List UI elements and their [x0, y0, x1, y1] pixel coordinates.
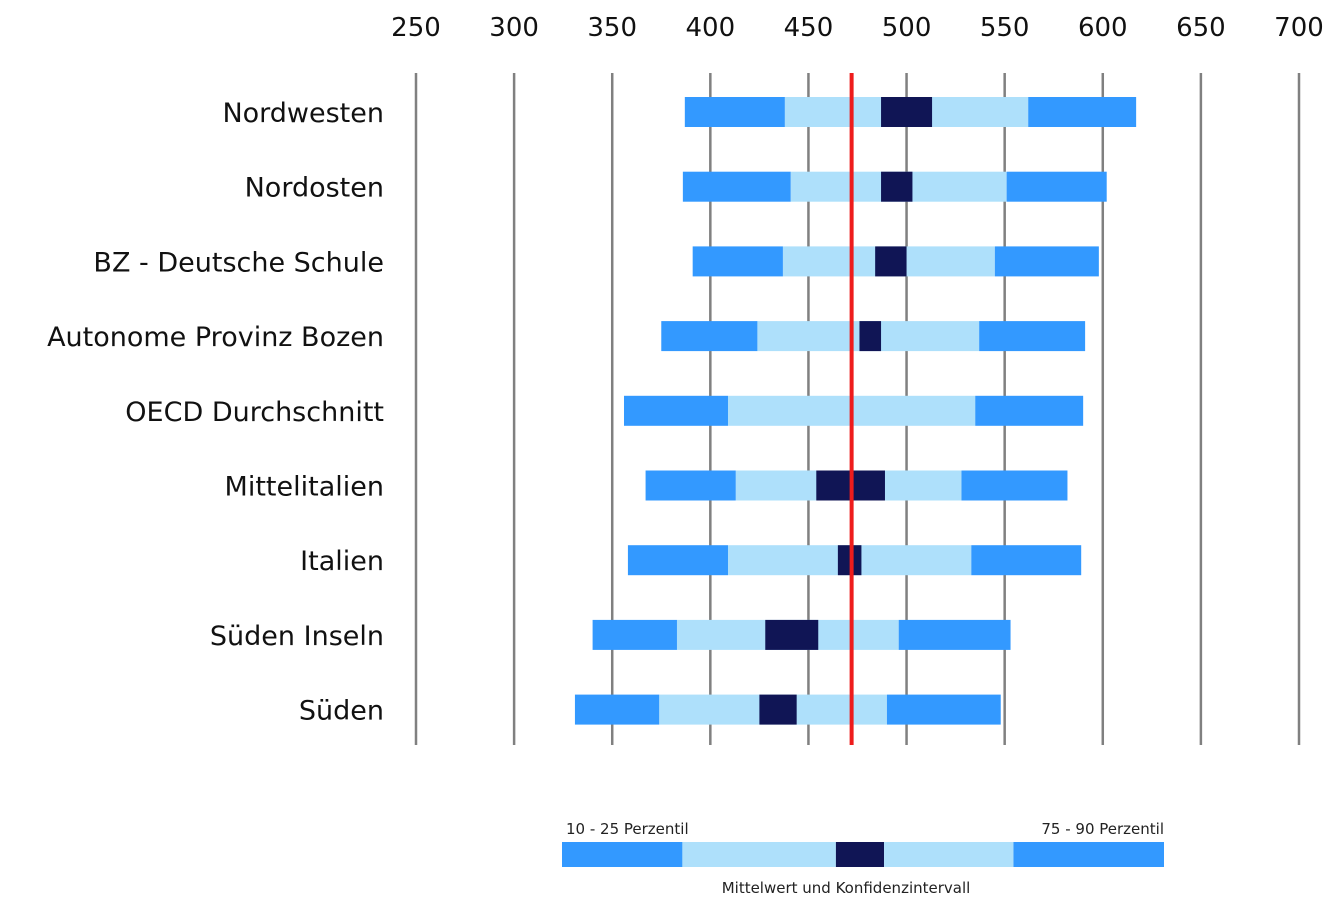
bar-segment-p75-p90 — [961, 470, 1068, 501]
legend-swatch-outer — [562, 842, 683, 867]
bar-segment-p75-p90 — [979, 321, 1086, 352]
bar-segment-p10-p25 — [627, 545, 728, 576]
percentile-bar-row — [645, 470, 1068, 501]
x-tick-label: 550 — [980, 13, 1030, 43]
bar-segment-p75-p90 — [1028, 97, 1137, 127]
percentile-bar-row — [574, 694, 1001, 725]
legend-bar — [562, 842, 1164, 867]
bar-segment-p75-p90 — [994, 246, 1099, 277]
percentile-bar-row — [692, 246, 1099, 277]
bar-segment-confidence-interval — [881, 97, 933, 127]
category-label: Süden Inseln — [210, 621, 384, 652]
x-tick-label: 300 — [489, 13, 539, 43]
legend-label-75-90: 75 - 90 Perzentil — [1041, 820, 1164, 838]
x-tick-label: 350 — [587, 13, 637, 43]
category-labels: Nordwesten Nordosten BZ - Deutsche Schule A… — [47, 98, 384, 727]
bar-segment-p75-p90 — [971, 545, 1082, 576]
category-label: Autonome Provinz Bozen — [47, 322, 384, 353]
bar-segment-p75-p90 — [898, 619, 1011, 650]
percentile-bar-row — [627, 545, 1082, 576]
bar-segment-confidence-interval — [859, 321, 882, 352]
legend: 10 - 25 Perzentil 75 - 90 Perzentil Mitt… — [562, 820, 1164, 897]
bar-segment-confidence-interval — [765, 619, 819, 650]
x-tick-label: 400 — [686, 13, 736, 43]
category-label: Nordwesten — [222, 98, 384, 129]
category-label: Nordosten — [245, 173, 384, 204]
category-label: Süden — [299, 696, 384, 727]
x-tick-label: 450 — [784, 13, 834, 43]
category-label: Mittelitalien — [225, 472, 384, 503]
bar-segment-p10-p25 — [645, 470, 736, 501]
category-label: BZ - Deutsche Schule — [93, 247, 384, 278]
percentile-bar-row — [592, 619, 1011, 650]
x-tick-label: 250 — [391, 13, 441, 43]
bar-segment-p75-p90 — [1006, 171, 1107, 202]
bar-segment-p10-p25 — [684, 97, 785, 127]
bar-segment-p75-p90 — [975, 395, 1084, 426]
x-axis-tick-labels: 250 300 350 400 450 500 550 600 650 700 — [391, 13, 1324, 43]
bar-segment-confidence-interval — [759, 694, 797, 725]
bar-segment-p10-p25 — [574, 694, 660, 725]
legend-swatch-inner — [682, 842, 836, 867]
x-tick-label: 650 — [1176, 13, 1226, 43]
category-label: Italien — [300, 546, 384, 577]
x-tick-label: 500 — [882, 13, 932, 43]
legend-swatch-inner — [884, 842, 1014, 867]
x-tick-label: 600 — [1078, 13, 1128, 43]
bar-segment-confidence-interval — [875, 246, 907, 277]
bar-segment-p10-p25 — [592, 619, 677, 650]
percentile-bar-row — [684, 97, 1137, 127]
percentile-bar-row — [661, 321, 1086, 352]
bar-segment-p10-p25 — [682, 171, 791, 202]
legend-swatch-outer — [1013, 842, 1164, 867]
bar-segment-p75-p90 — [886, 694, 1001, 725]
legend-label-10-25: 10 - 25 Perzentil — [566, 820, 689, 838]
bar-segment-p10-p25 — [623, 395, 728, 426]
bar-segment-p10-p25 — [661, 321, 758, 352]
bar-segment-p10-p25 — [692, 246, 783, 277]
category-label: OECD Durchschnitt — [125, 397, 384, 428]
x-tick-label: 700 — [1274, 13, 1324, 43]
percentile-bars — [574, 97, 1137, 725]
legend-label-mean-ci: Mittelwert und Konfidenzintervall — [722, 879, 971, 897]
legend-swatch-ci — [835, 842, 885, 867]
percentile-bar-row — [682, 171, 1107, 202]
bar-segment-confidence-interval — [881, 171, 913, 202]
